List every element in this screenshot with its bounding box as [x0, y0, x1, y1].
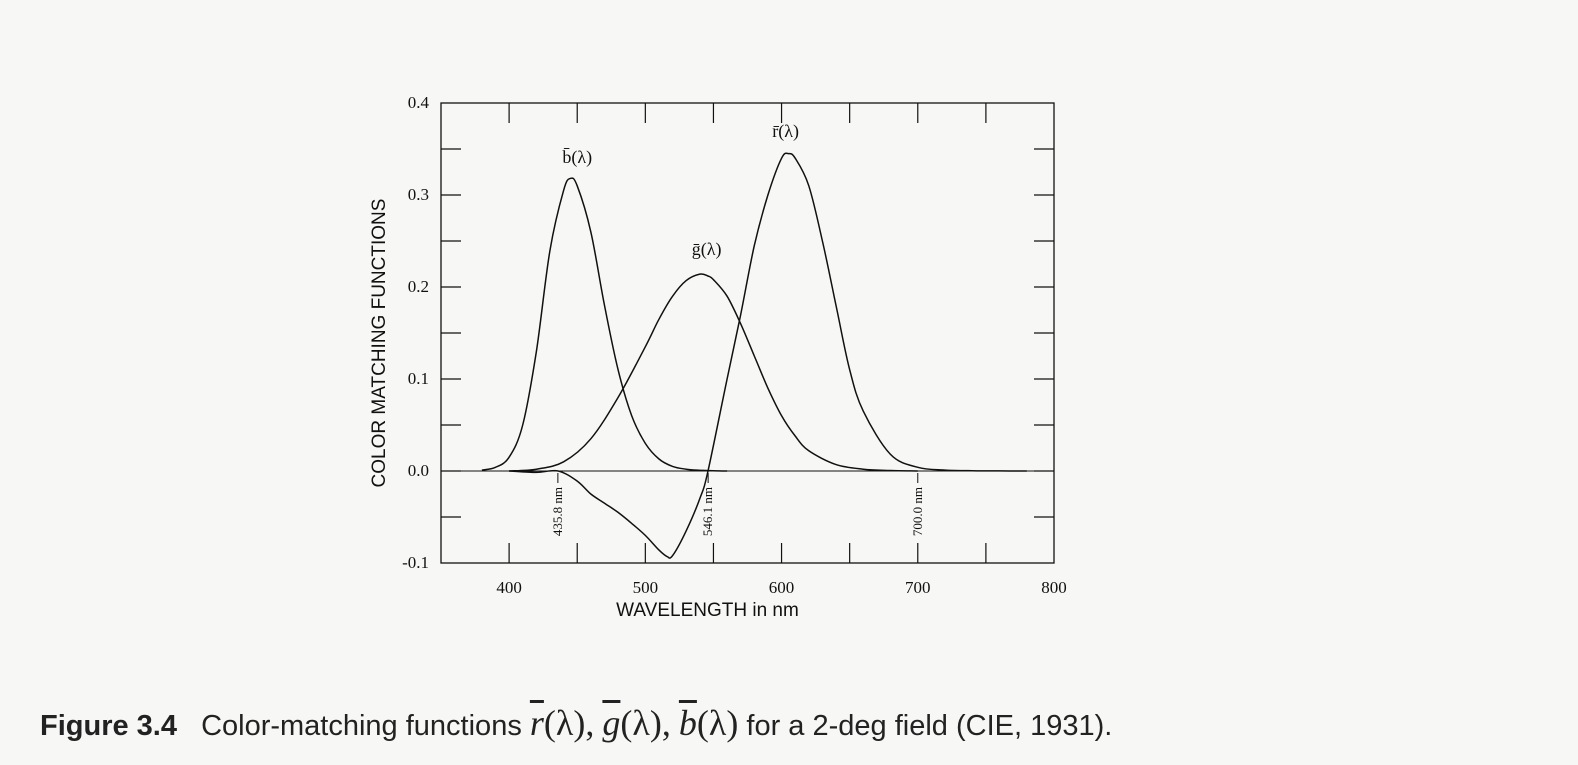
g-bar-label: ḡ(λ) [692, 239, 722, 260]
y-tick-label: 0.3 [408, 185, 429, 204]
caption-r-function: r(λ), [529, 703, 595, 743]
wavelength-marker-label: 546.1 nm [700, 487, 715, 536]
caption-b-function: b(λ) [678, 703, 739, 743]
x-tick-label: 500 [633, 578, 659, 597]
wavelength-marker-label: 700.0 nm [910, 487, 925, 536]
y-tick-label: 0.1 [408, 369, 429, 388]
b-bar-label: b̄(λ) [562, 147, 592, 168]
caption-text-after: for a 2-deg field (CIE, 1931). [746, 710, 1113, 742]
wavelength-marker-label: 435.8 nm [550, 487, 565, 536]
caption-g-function: g(λ), [602, 703, 671, 743]
y-tick-label: -0.1 [402, 553, 429, 572]
series [481, 152, 1027, 559]
x-tick-label: 600 [769, 578, 795, 597]
y-axis-title: COLOR MATCHING FUNCTIONS [369, 199, 390, 488]
annotations: 435.8 nm 546.1 nm 700.0 nm [550, 473, 925, 536]
caption-text-before: Color-matching functions [201, 710, 522, 742]
ticks: 400 500 600 700 800 -0.1 0.0 0.1 0.2 0.3 0.4 [402, 93, 1067, 597]
x-axis-title: WAVELENGTH in nm [616, 600, 799, 621]
y-tick-label: 0.2 [408, 277, 429, 296]
y-tick-label: 0.0 [408, 461, 429, 480]
b-bar-curve [481, 177, 728, 472]
plot-frame [440, 102, 1055, 564]
figure-caption: Figure 3.4 Color-matching functions r(λ)… [40, 702, 1550, 744]
r-bar-curve [509, 152, 1027, 559]
x-tick-label: 700 [905, 578, 931, 597]
x-tick-label: 800 [1041, 578, 1067, 597]
figure: WAVELENGTH in nm COLOR MATCHING FUNCTIONS… [369, 93, 1067, 621]
figure-number: Figure 3.4 [40, 710, 177, 742]
x-tick-label: 400 [496, 578, 522, 597]
g-bar-curve [509, 273, 918, 472]
y-tick-label: 0.4 [408, 93, 430, 112]
curve-labels: b̄(λ) ḡ(λ) r̄(λ) [562, 121, 799, 260]
r-bar-label: r̄(λ) [772, 121, 799, 142]
axes: WAVELENGTH in nm COLOR MATCHING FUNCTIONS [369, 102, 1055, 621]
color-matching-chart: WAVELENGTH in nm COLOR MATCHING FUNCTIONS… [369, 93, 1067, 621]
